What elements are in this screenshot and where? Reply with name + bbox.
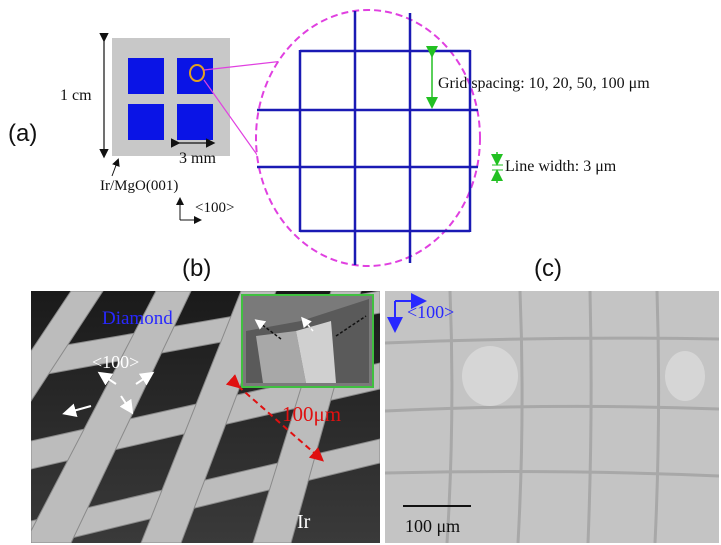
magnify-marker [189,64,205,82]
direction-label-c: <100> [407,302,455,322]
pattern-square-2 [177,58,213,94]
magnified-grid [257,11,478,265]
panel-b-scale-line [225,374,325,462]
magnified-circle [255,9,481,267]
panel-b-label: (b) [182,255,212,282]
ir-label: Ir [297,511,311,533]
panel-c-scale-label: 100 μm [405,516,461,536]
pattern-square-3 [128,104,164,140]
diamond-label: Diamond [102,308,173,329]
direction-label-b: <100> [92,352,140,372]
panel-b-scale-label: 100μm [282,402,342,426]
panel-c-label: (c) [534,255,562,282]
pattern-square-4 [177,104,213,140]
panel-b-sem-image [31,291,380,543]
grid-spacing-label: Grid spacing: 10, 20, 50, 100 μm [438,75,650,92]
substrate-pointer [111,158,120,177]
direction-label-a: <100> [195,200,235,216]
substrate-label: Ir/MgO(001) [100,178,179,194]
panel-a-label: (a) [8,120,38,147]
pattern-square-1 [128,58,164,94]
panel-a-diagram [99,9,503,267]
one-cm-label: 1 cm [60,87,92,104]
line-width-label: Line width: 3 μm [505,158,617,175]
three-mm-label: 3 mm [179,150,216,167]
panel-c-sem-image [385,291,719,543]
